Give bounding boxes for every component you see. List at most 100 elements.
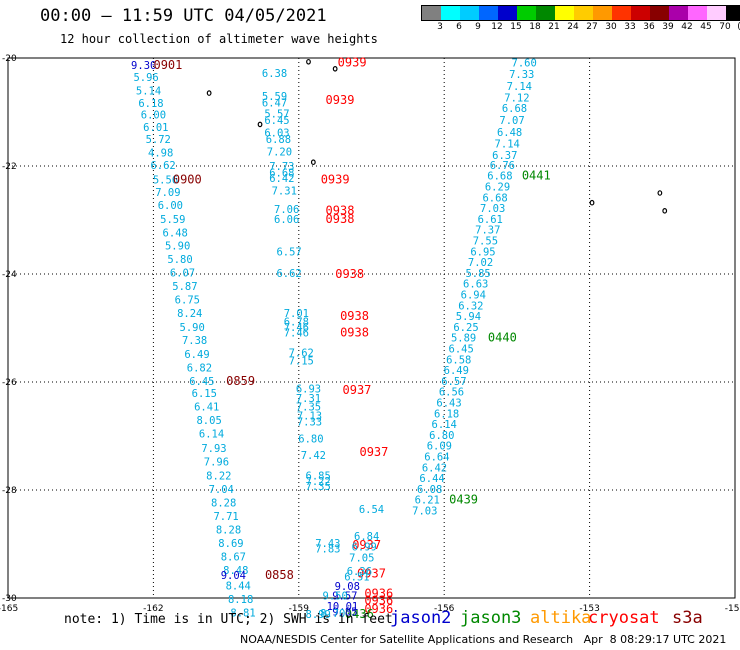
wave-height-label: 7.71 xyxy=(213,511,238,523)
pass-time-label: 0938 xyxy=(340,325,369,339)
wave-height-label: 8.44 xyxy=(226,581,251,593)
wave-height-label: 5.80 xyxy=(167,254,192,266)
wave-height-label: 6.07 xyxy=(170,267,195,279)
colorbar-label: 6 xyxy=(456,22,462,32)
pass-time-label: 0936 xyxy=(364,602,393,616)
wave-height-label: 6.18 xyxy=(138,98,163,110)
wave-height-label: 6.44 xyxy=(419,473,444,485)
wave-height-label: 6.00 xyxy=(141,110,166,122)
wave-height-label: 7.46 xyxy=(284,322,309,334)
wave-height-label: 5.87 xyxy=(172,281,197,293)
wave-height-label: 6.25 xyxy=(453,322,478,334)
island-marker xyxy=(589,199,595,206)
wave-height-label: 7.22 xyxy=(306,476,331,488)
wave-height-label: 6.68 xyxy=(482,192,507,204)
wave-height-label: 7.42 xyxy=(301,450,326,462)
wave-height-label: 6.49 xyxy=(184,349,209,361)
wave-height-label: 6.45 xyxy=(189,376,214,388)
wave-height-label: 7.04 xyxy=(209,484,234,496)
wave-height-label: 9.50 xyxy=(323,590,348,602)
island-marker xyxy=(657,190,663,196)
colorbar-label: 39 xyxy=(662,22,674,32)
wave-height-label: 6.15 xyxy=(192,388,217,400)
colorbar-swatch xyxy=(422,6,441,20)
wave-height-label: 6.62 xyxy=(150,160,175,172)
pass-time-label: 0938 xyxy=(335,267,364,281)
wave-height-label: 9.08 xyxy=(335,581,360,593)
footer-credit: NOAA/NESDIS Center for Satellite Applica… xyxy=(240,633,727,646)
wave-height-label: 6.41 xyxy=(194,401,219,413)
wave-height-label: 5.14 xyxy=(136,85,161,97)
wave-height-label: 6.85 xyxy=(306,470,331,482)
pass-time-label: 0939 xyxy=(321,173,350,187)
wave-height-label: 7.31 xyxy=(296,393,321,405)
y-tick-label: -20 xyxy=(2,54,17,64)
wave-height-label: 6.38 xyxy=(262,68,287,80)
wave-height-label: 8.22 xyxy=(206,470,231,482)
pass-time-label: 0901 xyxy=(153,58,182,72)
wave-height-label: 6.61 xyxy=(478,214,503,226)
wave-height-label: 6.99 xyxy=(352,542,377,554)
wave-height-label: 7.38 xyxy=(182,335,207,347)
colorbar-swatch xyxy=(669,6,688,20)
wave-height-label: 7.03 xyxy=(412,506,437,518)
island-marker xyxy=(310,159,316,166)
y-tick-label: -26 xyxy=(2,378,17,388)
wave-height-label: 7.37 xyxy=(475,225,500,237)
wave-height-label: 8.70 xyxy=(320,608,345,620)
colorbar-swatch xyxy=(707,6,726,20)
colorbar-swatch xyxy=(460,6,479,20)
wave-height-label: 6.18 xyxy=(434,408,459,420)
pass-time-label: 0900 xyxy=(173,173,202,187)
wave-height-label: 6.57 xyxy=(441,376,466,388)
wave-height-label: 7.73 xyxy=(269,161,294,173)
wave-height-label: 6.62 xyxy=(276,268,301,280)
wave-height-label: 8.99 xyxy=(306,609,331,621)
x-tick-label: -162 xyxy=(143,604,163,614)
pass-time-label: 0937 xyxy=(352,538,381,552)
wave-height-label: 7.31 xyxy=(272,185,297,197)
wave-height-label: 7.03 xyxy=(480,203,505,215)
colorbar-swatch xyxy=(612,6,631,20)
wave-height-label: 8.28 xyxy=(211,497,236,509)
colorbar-swatch xyxy=(517,6,536,20)
colorbar-swatch xyxy=(631,6,650,20)
wave-height-label: 7.13 xyxy=(297,410,322,422)
wave-height-label: 9.04 xyxy=(221,570,246,582)
wave-height-label: 6.56 xyxy=(439,387,464,399)
wave-height-label: 6.68 xyxy=(487,171,512,183)
wave-height-label: 6.36 xyxy=(347,566,372,578)
wave-height-label: 7.60 xyxy=(512,57,537,69)
colorbar-swatch xyxy=(650,6,669,20)
wave-height-label: 6.14 xyxy=(199,428,224,440)
wave-height-label: 7.01 xyxy=(284,308,309,320)
wave-height-label: 7.55 xyxy=(473,236,498,248)
colorbar-label: 15 xyxy=(510,22,522,32)
pass-time-label: 0439 xyxy=(449,493,478,507)
colorbar-label: 9 xyxy=(475,22,481,32)
wave-height-label: 6.03 xyxy=(264,128,289,140)
wave-height-label: 6.48 xyxy=(497,127,522,139)
wave-height-label: 6.64 xyxy=(424,452,449,464)
colorbar-swatch xyxy=(688,6,707,20)
legend-s3a: s3a xyxy=(672,608,703,628)
wave-height-label: 5.89 xyxy=(451,333,476,345)
wave-height-label: 6.68 xyxy=(502,103,527,115)
pass-time-label: 0936 xyxy=(364,594,393,608)
wave-height-label: 6.57 xyxy=(276,246,301,258)
pass-time-label: 0436 xyxy=(345,607,374,621)
wave-height-label: 7.35 xyxy=(296,401,321,413)
wave-height-label: 6.48 xyxy=(163,227,188,239)
island-marker xyxy=(306,58,311,65)
wave-height-label: 6.45 xyxy=(449,344,474,356)
wave-height-label: 6.58 xyxy=(446,354,471,366)
wave-height-label: 7.12 xyxy=(504,92,529,104)
wave-height-label: 6.88 xyxy=(266,134,291,146)
pass-time-label: 0938 xyxy=(340,309,369,323)
wave-height-label: 6.21 xyxy=(415,495,440,507)
colorbar xyxy=(421,5,740,21)
wave-height-label: 6.06 xyxy=(274,214,299,226)
island-marker xyxy=(257,121,263,128)
wave-height-label: 6.42 xyxy=(422,462,447,474)
wave-height-label: 6.14 xyxy=(432,419,457,431)
